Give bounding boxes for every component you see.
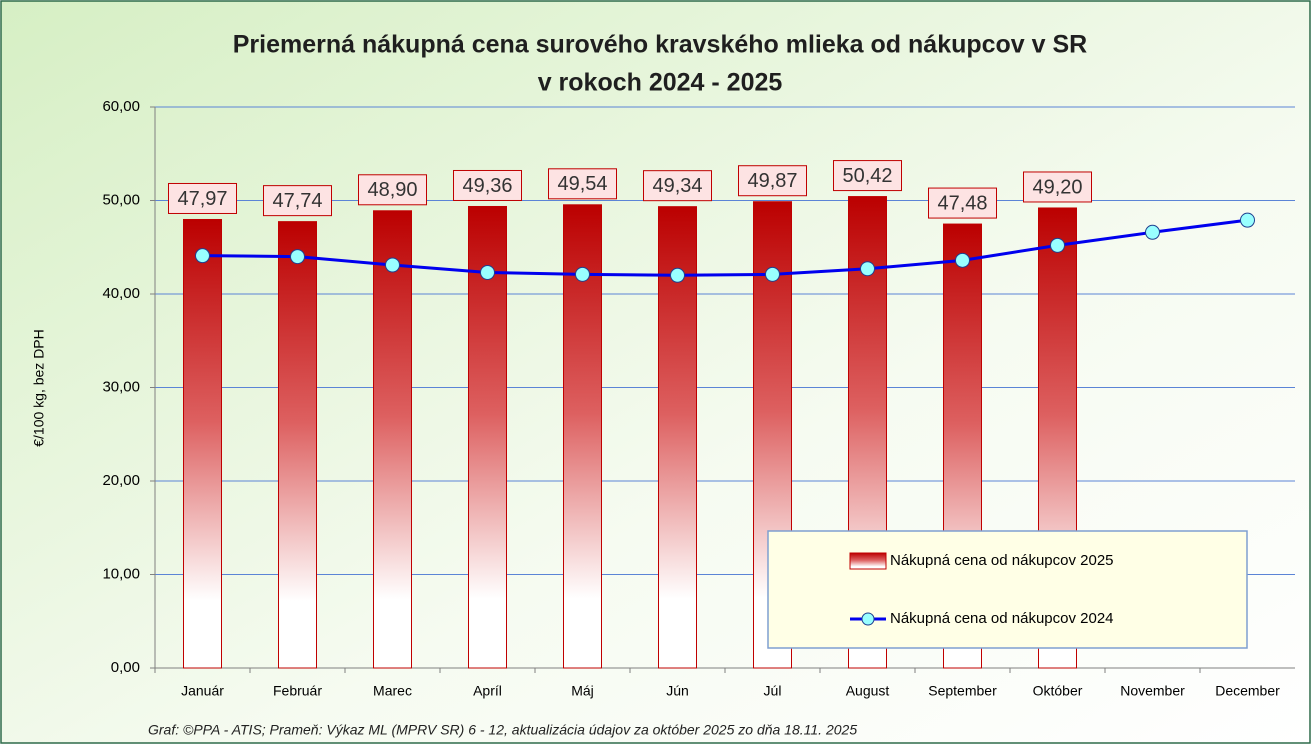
- line: [202, 218, 1248, 277]
- y-tick-label: 30,00: [102, 378, 140, 395]
- value-label-box: [833, 160, 902, 192]
- x-tick-label: Február: [273, 683, 322, 699]
- value-label: 47,74: [272, 190, 322, 212]
- legend-label: Nákupná cena od nákupcov 2025: [890, 552, 1114, 569]
- value-label: 48,90: [367, 179, 417, 201]
- x-tick-label: Jún: [666, 683, 689, 699]
- y-tick-label: 50,00: [102, 191, 140, 208]
- value-label-box: [358, 174, 427, 206]
- line-marker: [955, 252, 970, 268]
- value-label: 49,36: [462, 175, 512, 197]
- x-tick-label: Apríl: [473, 683, 502, 699]
- y-tick-label: 60,00: [102, 98, 140, 115]
- value-label-box: [168, 182, 237, 214]
- bar: [278, 221, 317, 669]
- y-tick-label: 10,00: [102, 565, 140, 582]
- bar: [563, 204, 602, 669]
- value-label: 49,54: [557, 173, 607, 195]
- x-tick-label: November: [1120, 683, 1185, 699]
- x-tick-label: December: [1215, 683, 1280, 699]
- value-label: 49,20: [1032, 176, 1082, 198]
- value-label: 49,34: [652, 175, 702, 197]
- value-label-box: [548, 168, 617, 200]
- value-label-box: [453, 169, 522, 201]
- value-label: 50,42: [842, 165, 892, 187]
- value-label: 49,87: [747, 170, 797, 192]
- bar: [373, 210, 412, 669]
- value-label-box: [1023, 171, 1092, 203]
- value-label-box: [738, 165, 807, 197]
- y-tick-label: 20,00: [102, 472, 140, 489]
- line-marker: [290, 249, 305, 265]
- line-marker: [385, 257, 400, 273]
- x-tick-label: Marec: [373, 683, 412, 699]
- line-marker: [575, 266, 590, 282]
- value-label-box: [263, 185, 332, 217]
- value-label-box: [928, 187, 997, 219]
- y-tick-label: 0,00: [111, 659, 140, 676]
- x-tick-label: Október: [1033, 683, 1083, 699]
- x-tick-label: Júl: [764, 683, 782, 699]
- legend-swatch: [849, 552, 887, 570]
- bar: [183, 218, 222, 669]
- line-marker: [1240, 212, 1255, 228]
- source-note: Graf: ©PPA - ATIS; Prameň: Výkaz ML (MPR…: [148, 722, 857, 738]
- value-label-box: [643, 170, 712, 202]
- value-label: 47,48: [937, 192, 987, 214]
- legend-marker: [861, 612, 875, 626]
- value-label: 47,97: [177, 188, 227, 210]
- line-marker: [1050, 237, 1065, 253]
- line-marker: [860, 261, 875, 277]
- x-tick-label: Január: [181, 683, 224, 699]
- x-tick-label: Máj: [571, 683, 594, 699]
- y-tick-label: 40,00: [102, 285, 140, 302]
- line-marker: [480, 264, 495, 280]
- bar: [658, 206, 697, 669]
- line-marker: [670, 267, 685, 283]
- line-marker: [1145, 224, 1160, 240]
- line-marker: [765, 266, 780, 282]
- y-axis-label: €/100 kg, bez DPH: [31, 329, 47, 447]
- chart-subtitle: v rokoch 2024 - 2025: [538, 69, 783, 97]
- legend-box: [767, 530, 1248, 649]
- legend-label: Nákupná cena od nákupcov 2024: [890, 610, 1114, 627]
- x-tick-label: September: [928, 683, 997, 699]
- chart-title: Priemerná nákupná cena surového kravskéh…: [233, 31, 1088, 59]
- line-marker: [195, 248, 210, 264]
- bar: [468, 205, 507, 669]
- x-tick-label: August: [846, 683, 890, 699]
